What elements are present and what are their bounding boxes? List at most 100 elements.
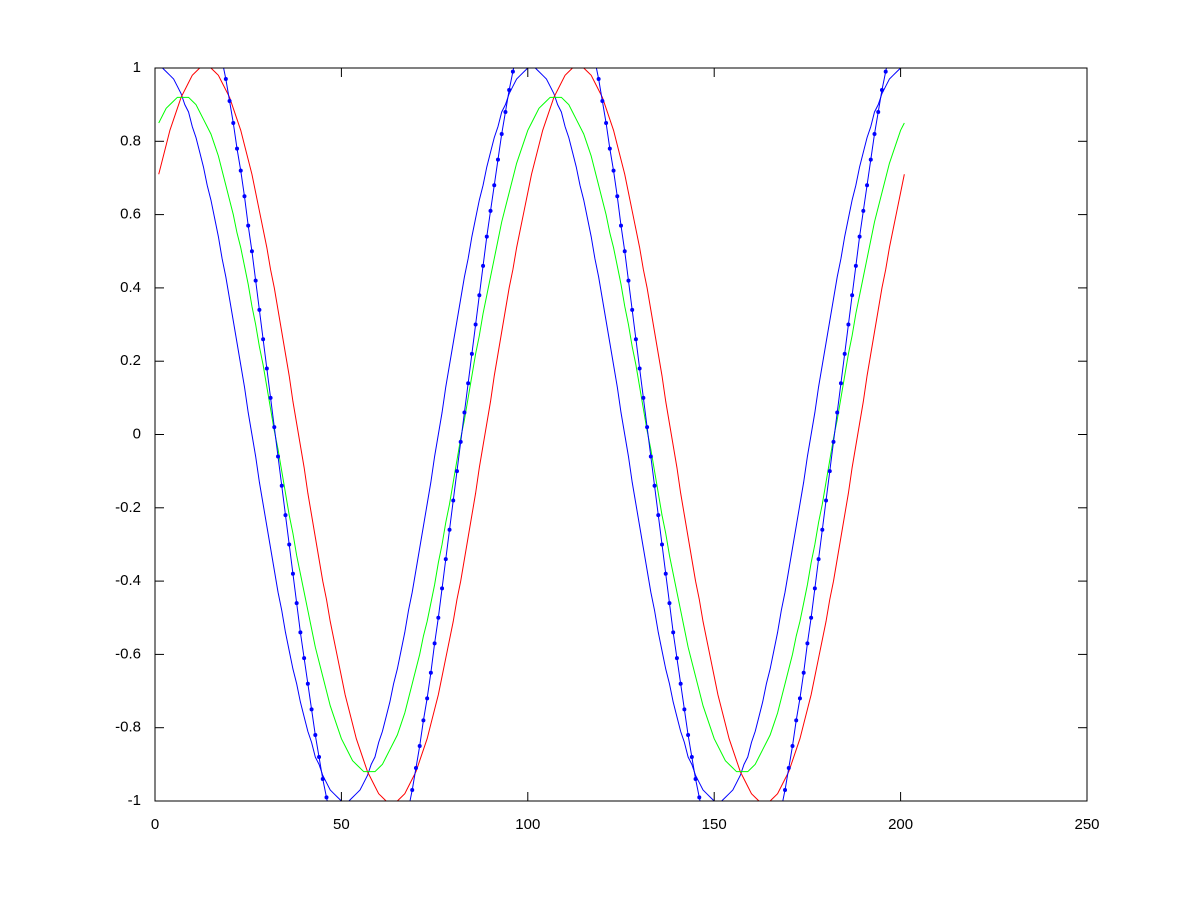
y-tick-label: -0.2 — [115, 499, 141, 516]
y-tick-label: -0.8 — [115, 719, 141, 736]
series-marker — [663, 571, 668, 576]
series-marker — [883, 69, 888, 74]
series-marker — [783, 788, 788, 793]
series-marker — [223, 76, 228, 81]
series-line — [223, 68, 887, 801]
y-tick-label: 0.4 — [120, 279, 141, 296]
series-marker — [667, 601, 672, 606]
y-tick-label: 0.6 — [120, 206, 141, 223]
series-marker — [820, 527, 825, 532]
series-marker — [268, 395, 273, 400]
series-marker — [249, 249, 254, 254]
series-marker — [287, 542, 292, 547]
series-marker — [469, 351, 474, 356]
series-marker — [283, 513, 288, 518]
series-marker — [660, 542, 665, 547]
series-marker — [689, 755, 694, 760]
series-marker — [279, 483, 284, 488]
series-marker — [264, 366, 269, 371]
plot-area — [158, 68, 905, 801]
series-marker — [507, 87, 512, 92]
series-marker — [835, 410, 840, 415]
series-marker — [421, 718, 426, 723]
series-marker — [253, 278, 258, 283]
series-marker — [850, 293, 855, 298]
x-tick-label: 200 — [888, 816, 913, 833]
series-marker — [242, 194, 247, 199]
x-tick-label: 50 — [333, 816, 350, 833]
series-marker — [488, 208, 493, 213]
series-marker — [853, 263, 858, 268]
series-marker — [876, 109, 881, 114]
series-marker — [231, 120, 236, 125]
series-marker — [503, 109, 508, 114]
series-marker — [313, 733, 318, 738]
series-marker — [838, 381, 843, 386]
series-marker — [831, 439, 836, 444]
series-marker — [637, 366, 642, 371]
series-marker — [622, 249, 627, 254]
series-marker — [290, 571, 295, 576]
series-marker — [436, 615, 441, 620]
series-marker — [261, 337, 266, 342]
series-marker — [674, 656, 679, 661]
series-marker — [865, 183, 870, 188]
series-marker — [868, 157, 873, 162]
series-marker — [797, 696, 802, 701]
series-marker — [641, 395, 646, 400]
series-marker — [686, 733, 691, 738]
series-marker — [671, 630, 676, 635]
series-line — [158, 96, 905, 773]
y-tick-label: 0 — [133, 425, 141, 442]
series-marker — [652, 483, 657, 488]
series-marker — [857, 234, 862, 239]
series-marker — [846, 322, 851, 327]
series-marker — [827, 469, 832, 474]
series-marker — [413, 766, 418, 771]
series-marker — [298, 630, 303, 635]
series-marker — [499, 131, 504, 136]
series-marker — [447, 527, 452, 532]
y-tick-label: -0.6 — [115, 645, 141, 662]
series-marker — [824, 498, 829, 503]
series-marker — [425, 696, 430, 701]
series-marker — [227, 98, 232, 103]
series-marker — [816, 557, 821, 562]
series-marker — [510, 69, 515, 74]
y-tick-label: 1 — [133, 59, 141, 76]
series-marker — [682, 707, 687, 712]
series-marker — [484, 234, 489, 239]
series-marker — [812, 586, 817, 591]
series-marker — [633, 337, 638, 342]
series-marker — [309, 707, 314, 712]
series-marker — [294, 601, 299, 606]
series-line — [158, 68, 905, 801]
series-marker — [492, 183, 497, 188]
series-marker — [842, 351, 847, 356]
x-tick-label: 150 — [702, 816, 727, 833]
series-marker — [790, 744, 795, 749]
series-marker — [466, 381, 471, 386]
series-marker — [473, 322, 478, 327]
series-marker — [607, 146, 612, 151]
y-tick-label: -1 — [128, 792, 141, 809]
series-marker — [276, 454, 281, 459]
series-marker — [477, 293, 482, 298]
series-marker — [481, 263, 486, 268]
series-marker — [451, 498, 456, 503]
series-marker — [305, 681, 310, 686]
series-marker — [324, 795, 329, 800]
series-marker — [458, 439, 463, 444]
series-marker — [272, 425, 277, 430]
series-marker — [809, 615, 814, 620]
series-marker — [872, 131, 877, 136]
series-marker — [648, 454, 653, 459]
series-marker — [656, 513, 661, 518]
series-marker — [678, 681, 683, 686]
series-marker — [317, 755, 322, 760]
series-marker — [645, 425, 650, 430]
series-marker — [417, 744, 422, 749]
